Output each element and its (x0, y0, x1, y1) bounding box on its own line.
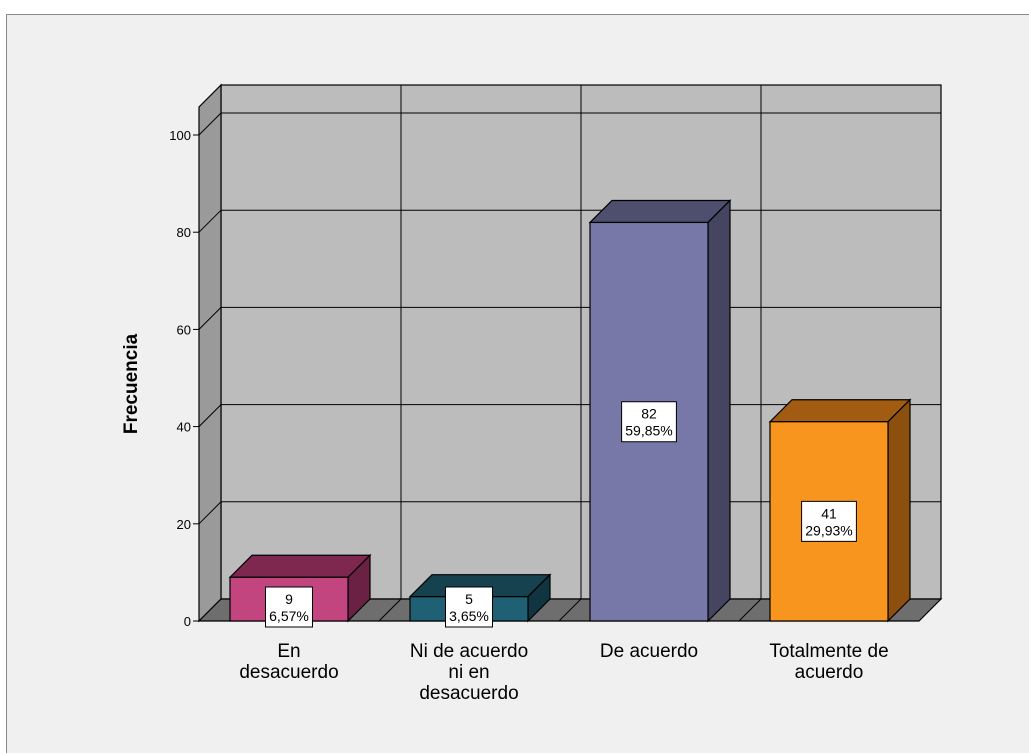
y-tick-label: 40 (177, 420, 191, 435)
y-axis-title: Frecuencia (121, 333, 142, 434)
data-label-percent: 59,85% (625, 423, 672, 439)
gridline-x-floor (378, 598, 402, 622)
data-label-percent: 6,57% (269, 608, 309, 624)
y-axis: 0 20 40 60 80 100 (169, 128, 199, 629)
gridline-x-floor (558, 598, 582, 622)
category-label-line: En (277, 641, 300, 662)
y-tick-label: 20 (177, 517, 191, 532)
category-label-line: ni en (448, 662, 489, 683)
category-label: En desacuerdo (239, 641, 338, 683)
category-label: Ni de acuerdo ni en desacuerdo (410, 641, 528, 704)
chart-area: 0 20 40 60 80 100 En desacuerdo Ni de acuerdo ni… (6, 14, 1029, 753)
gridline-y (198, 112, 941, 136)
data-label-percent: 3,65% (449, 608, 489, 624)
data-label-count: 82 (641, 406, 657, 422)
category-label-line: desacuerdo (239, 662, 338, 683)
bar-side (887, 398, 911, 623)
data-label-box (265, 586, 313, 628)
data-label-box (801, 500, 857, 542)
category-label-line: Totalmente de (769, 641, 888, 662)
bar-top (228, 554, 372, 578)
left-wall (198, 83, 222, 623)
category-label: Totalmente de acuerdo (769, 641, 888, 683)
y-tick-label: 80 (177, 225, 191, 240)
y-tick-label: 100 (169, 128, 191, 143)
y-tick-label: 60 (177, 322, 191, 337)
data-label: 96,57% (265, 586, 313, 628)
data-label-box (445, 586, 493, 628)
data-label: 53,65% (445, 586, 493, 628)
category-label: De acuerdo (600, 641, 698, 662)
category-label-line: desacuerdo (419, 683, 518, 704)
data-label-count: 9 (285, 591, 293, 607)
bar-top (588, 199, 732, 224)
data-label-box (621, 401, 677, 443)
gridline-x-floor (738, 598, 762, 622)
category-label-line: De acuerdo (600, 641, 698, 662)
category-label-line: acuerdo (795, 662, 864, 683)
data-label-percent: 29,93% (805, 522, 852, 538)
data-label-count: 41 (821, 505, 837, 521)
bar-top (768, 399, 912, 423)
category-label-line: Ni de acuerdo (410, 641, 528, 662)
y-tick-label: 0 (184, 614, 191, 629)
bar-side (707, 199, 731, 623)
data-label-count: 5 (465, 591, 473, 607)
